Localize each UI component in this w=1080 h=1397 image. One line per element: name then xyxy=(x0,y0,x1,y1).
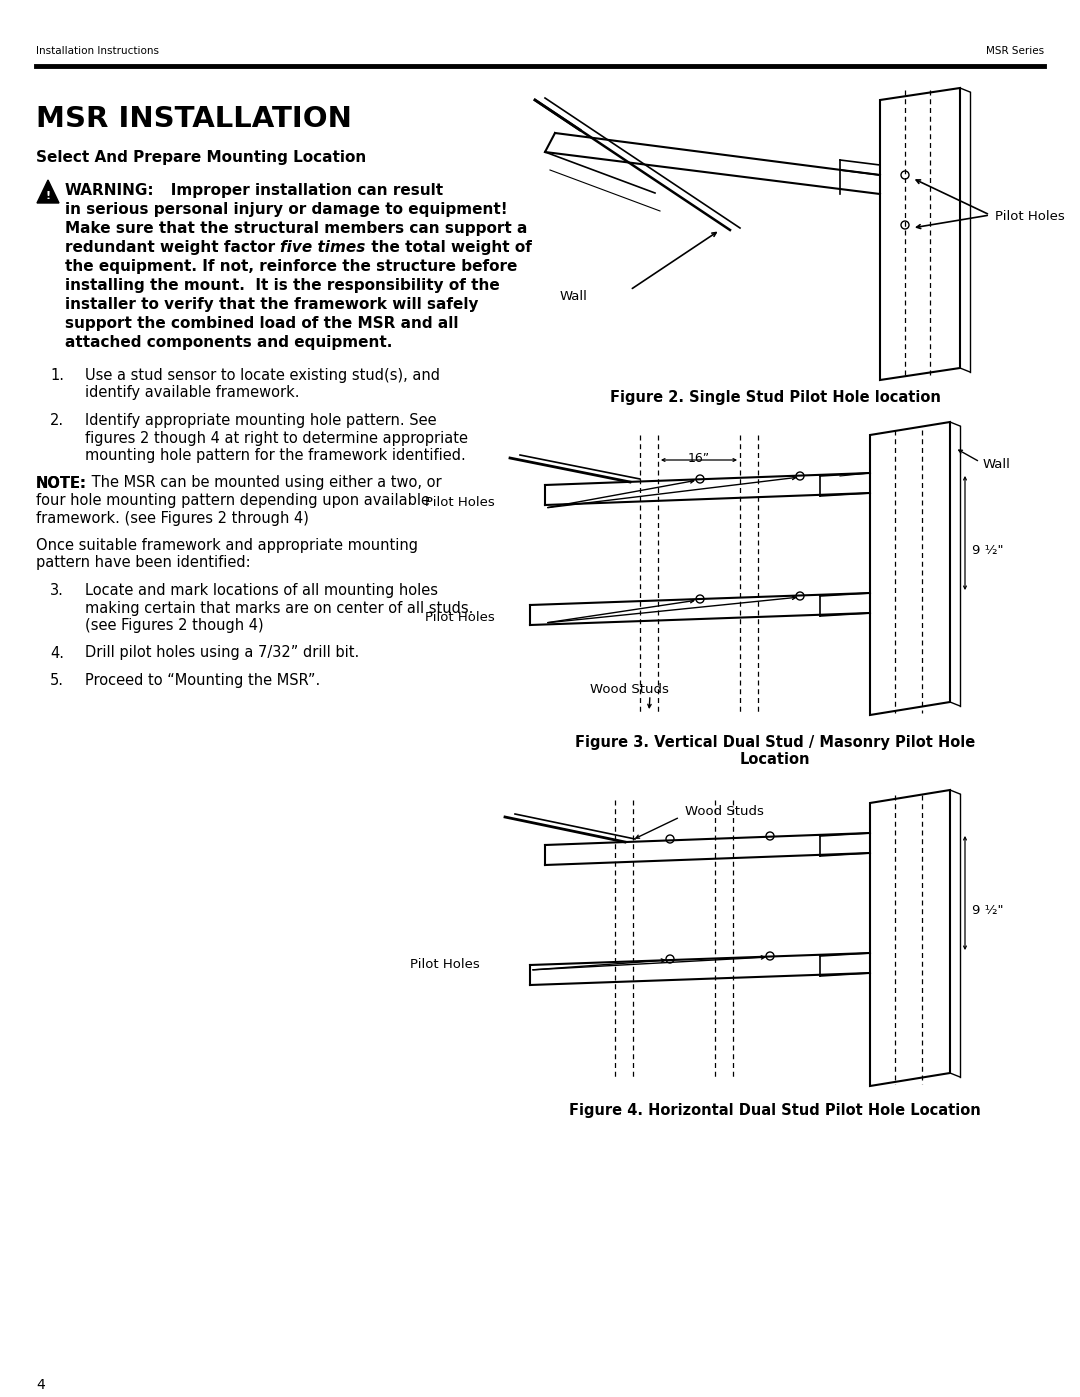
Text: installer to verify that the framework will safely: installer to verify that the framework w… xyxy=(65,298,478,312)
Text: the equipment. If not, reinforce the structure before: the equipment. If not, reinforce the str… xyxy=(65,258,517,274)
Text: Figure 2. Single Stud Pilot Hole location: Figure 2. Single Stud Pilot Hole locatio… xyxy=(609,390,941,405)
Text: Make sure that the structural members can support a: Make sure that the structural members ca… xyxy=(65,221,527,236)
Text: installing the mount.  It is the responsibility of the: installing the mount. It is the responsi… xyxy=(65,278,500,293)
Text: Installation Instructions: Installation Instructions xyxy=(36,46,159,56)
Text: Use a stud sensor to locate existing stud(s), and: Use a stud sensor to locate existing stu… xyxy=(85,367,440,383)
Text: making certain that marks are on center of all studs.: making certain that marks are on center … xyxy=(85,601,473,616)
Text: 9 ½": 9 ½" xyxy=(972,543,1003,556)
Text: identify available framework.: identify available framework. xyxy=(85,386,299,401)
Text: five times: five times xyxy=(281,240,366,256)
Text: 3.: 3. xyxy=(50,583,64,598)
Text: (see Figures 2 though 4): (see Figures 2 though 4) xyxy=(85,617,264,633)
Text: Pilot Holes: Pilot Holes xyxy=(995,210,1065,224)
Text: four hole mounting pattern depending upon available: four hole mounting pattern depending upo… xyxy=(36,493,430,509)
Text: Once suitable framework and appropriate mounting: Once suitable framework and appropriate … xyxy=(36,538,418,553)
Text: 16”: 16” xyxy=(688,453,710,465)
Text: attached components and equipment.: attached components and equipment. xyxy=(65,335,392,351)
Text: Pilot Holes: Pilot Holes xyxy=(426,496,495,509)
Text: 2.: 2. xyxy=(50,414,64,427)
Polygon shape xyxy=(37,180,59,203)
Text: Wood Studs: Wood Studs xyxy=(685,805,764,819)
Text: Figure 3. Vertical Dual Stud / Masonry Pilot Hole: Figure 3. Vertical Dual Stud / Masonry P… xyxy=(575,735,975,750)
Text: Improper installation can result: Improper installation can result xyxy=(154,183,443,198)
Text: MSR Series: MSR Series xyxy=(986,46,1044,56)
Text: Proceed to “Mounting the MSR”.: Proceed to “Mounting the MSR”. xyxy=(85,673,321,687)
Text: support the combined load of the MSR and all: support the combined load of the MSR and… xyxy=(65,316,459,331)
Text: redundant weight factor: redundant weight factor xyxy=(65,240,281,256)
Text: Figure 4. Horizontal Dual Stud Pilot Hole Location: Figure 4. Horizontal Dual Stud Pilot Hol… xyxy=(569,1104,981,1118)
Text: Locate and mark locations of all mounting holes: Locate and mark locations of all mountin… xyxy=(85,583,438,598)
Text: figures 2 though 4 at right to determine appropriate: figures 2 though 4 at right to determine… xyxy=(85,430,468,446)
Text: Wall: Wall xyxy=(561,291,588,303)
Text: NOTE:: NOTE: xyxy=(36,475,86,490)
Text: Location: Location xyxy=(740,752,810,767)
Text: Wood Studs: Wood Studs xyxy=(590,683,669,696)
Text: The MSR can be mounted using either a two, or: The MSR can be mounted using either a tw… xyxy=(86,475,442,490)
Text: Select And Prepare Mounting Location: Select And Prepare Mounting Location xyxy=(36,149,366,165)
Text: !: ! xyxy=(45,191,51,201)
Text: 9 ½": 9 ½" xyxy=(972,904,1003,916)
Text: 5.: 5. xyxy=(50,673,64,687)
Text: NOTE:: NOTE: xyxy=(36,475,86,490)
Text: Wall: Wall xyxy=(983,458,1011,471)
Text: mounting hole pattern for the framework identified.: mounting hole pattern for the framework … xyxy=(85,448,465,462)
Text: 4: 4 xyxy=(36,1377,44,1391)
Text: Identify appropriate mounting hole pattern. See: Identify appropriate mounting hole patte… xyxy=(85,414,436,427)
Text: 1.: 1. xyxy=(50,367,64,383)
Text: Pilot Holes: Pilot Holes xyxy=(426,610,495,624)
Text: in serious personal injury or damage to equipment!: in serious personal injury or damage to … xyxy=(65,203,508,217)
Text: the total weight of: the total weight of xyxy=(366,240,531,256)
Text: Pilot Holes: Pilot Holes xyxy=(410,958,480,971)
Text: Drill pilot holes using a 7/32” drill bit.: Drill pilot holes using a 7/32” drill bi… xyxy=(85,645,360,661)
Text: MSR INSTALLATION: MSR INSTALLATION xyxy=(36,105,352,133)
Text: 4.: 4. xyxy=(50,645,64,661)
Text: framework. (see Figures 2 through 4): framework. (see Figures 2 through 4) xyxy=(36,510,309,525)
Text: WARNING:: WARNING: xyxy=(65,183,154,198)
Text: pattern have been identified:: pattern have been identified: xyxy=(36,556,251,570)
